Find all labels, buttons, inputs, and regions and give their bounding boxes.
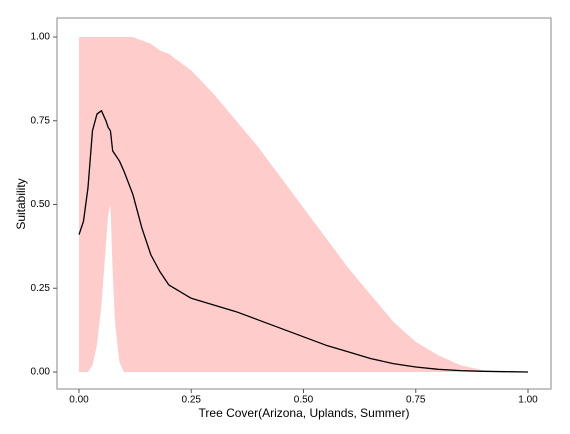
y-tick-label: 0.50	[31, 199, 51, 210]
x-tick-label: 1.00	[518, 395, 538, 406]
x-axis-title: Tree Cover(Arizona, Uplands, Summer)	[199, 406, 410, 420]
x-tick-label: 0.50	[294, 395, 314, 406]
suitability-line	[78, 110, 529, 373]
confidence-band	[79, 37, 528, 372]
y-tick-label: 1.00	[31, 32, 51, 43]
x-tick-label: 0.75	[406, 395, 426, 406]
x-tick-label: 0.25	[182, 395, 202, 406]
x-tick-label: 0.00	[69, 395, 89, 406]
y-tick-label: 0.25	[31, 283, 51, 294]
y-axis-title: Suitability	[14, 178, 28, 229]
y-tick-label: 0.00	[31, 367, 51, 378]
y-tick-label: 0.75	[31, 115, 51, 126]
